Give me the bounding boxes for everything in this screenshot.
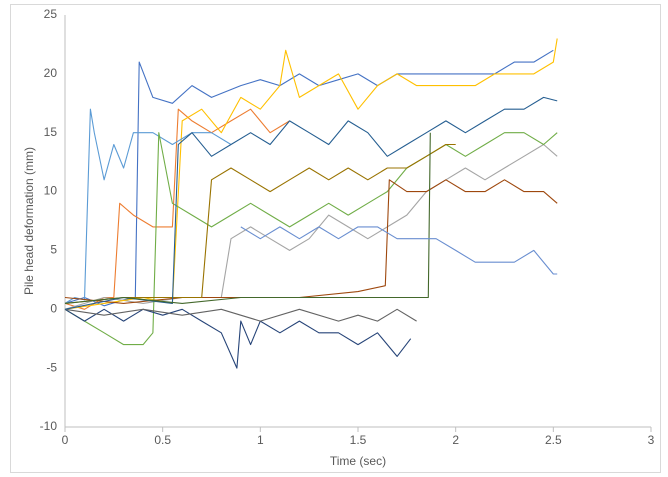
x-tick-label: 1 bbox=[257, 433, 264, 447]
y-tick-label: 10 bbox=[44, 184, 58, 198]
series-line bbox=[64, 179, 558, 304]
x-tick-label: 0 bbox=[62, 433, 69, 447]
y-tick-label: 15 bbox=[44, 125, 58, 139]
x-axis-title: Time (sec) bbox=[330, 454, 386, 468]
chart-border bbox=[10, 4, 661, 473]
y-tick-label: 20 bbox=[44, 66, 58, 80]
series-line bbox=[64, 308, 417, 322]
y-tick-label: 5 bbox=[50, 243, 57, 257]
x-tick-label: 2.5 bbox=[545, 433, 562, 447]
series-line bbox=[64, 96, 558, 310]
y-tick-label: -10 bbox=[40, 419, 58, 433]
series-line bbox=[240, 226, 558, 275]
series-line bbox=[64, 308, 412, 369]
x-tick-label: 0.5 bbox=[154, 433, 171, 447]
x-tick-label: 2 bbox=[452, 433, 459, 447]
series-line bbox=[64, 49, 554, 307]
series-line bbox=[64, 143, 456, 304]
series-line bbox=[64, 132, 431, 304]
series-line bbox=[64, 132, 558, 346]
y-tick-label: 25 bbox=[44, 7, 58, 21]
series-line bbox=[64, 108, 232, 304]
y-axis-title: Pile head deformation (mm) bbox=[22, 147, 36, 295]
x-tick-label: 1.5 bbox=[350, 433, 367, 447]
y-tick-label: 0 bbox=[50, 301, 57, 315]
x-tick-label: 3 bbox=[648, 433, 655, 447]
y-tick-label: -5 bbox=[46, 360, 57, 374]
series-line bbox=[64, 38, 558, 310]
